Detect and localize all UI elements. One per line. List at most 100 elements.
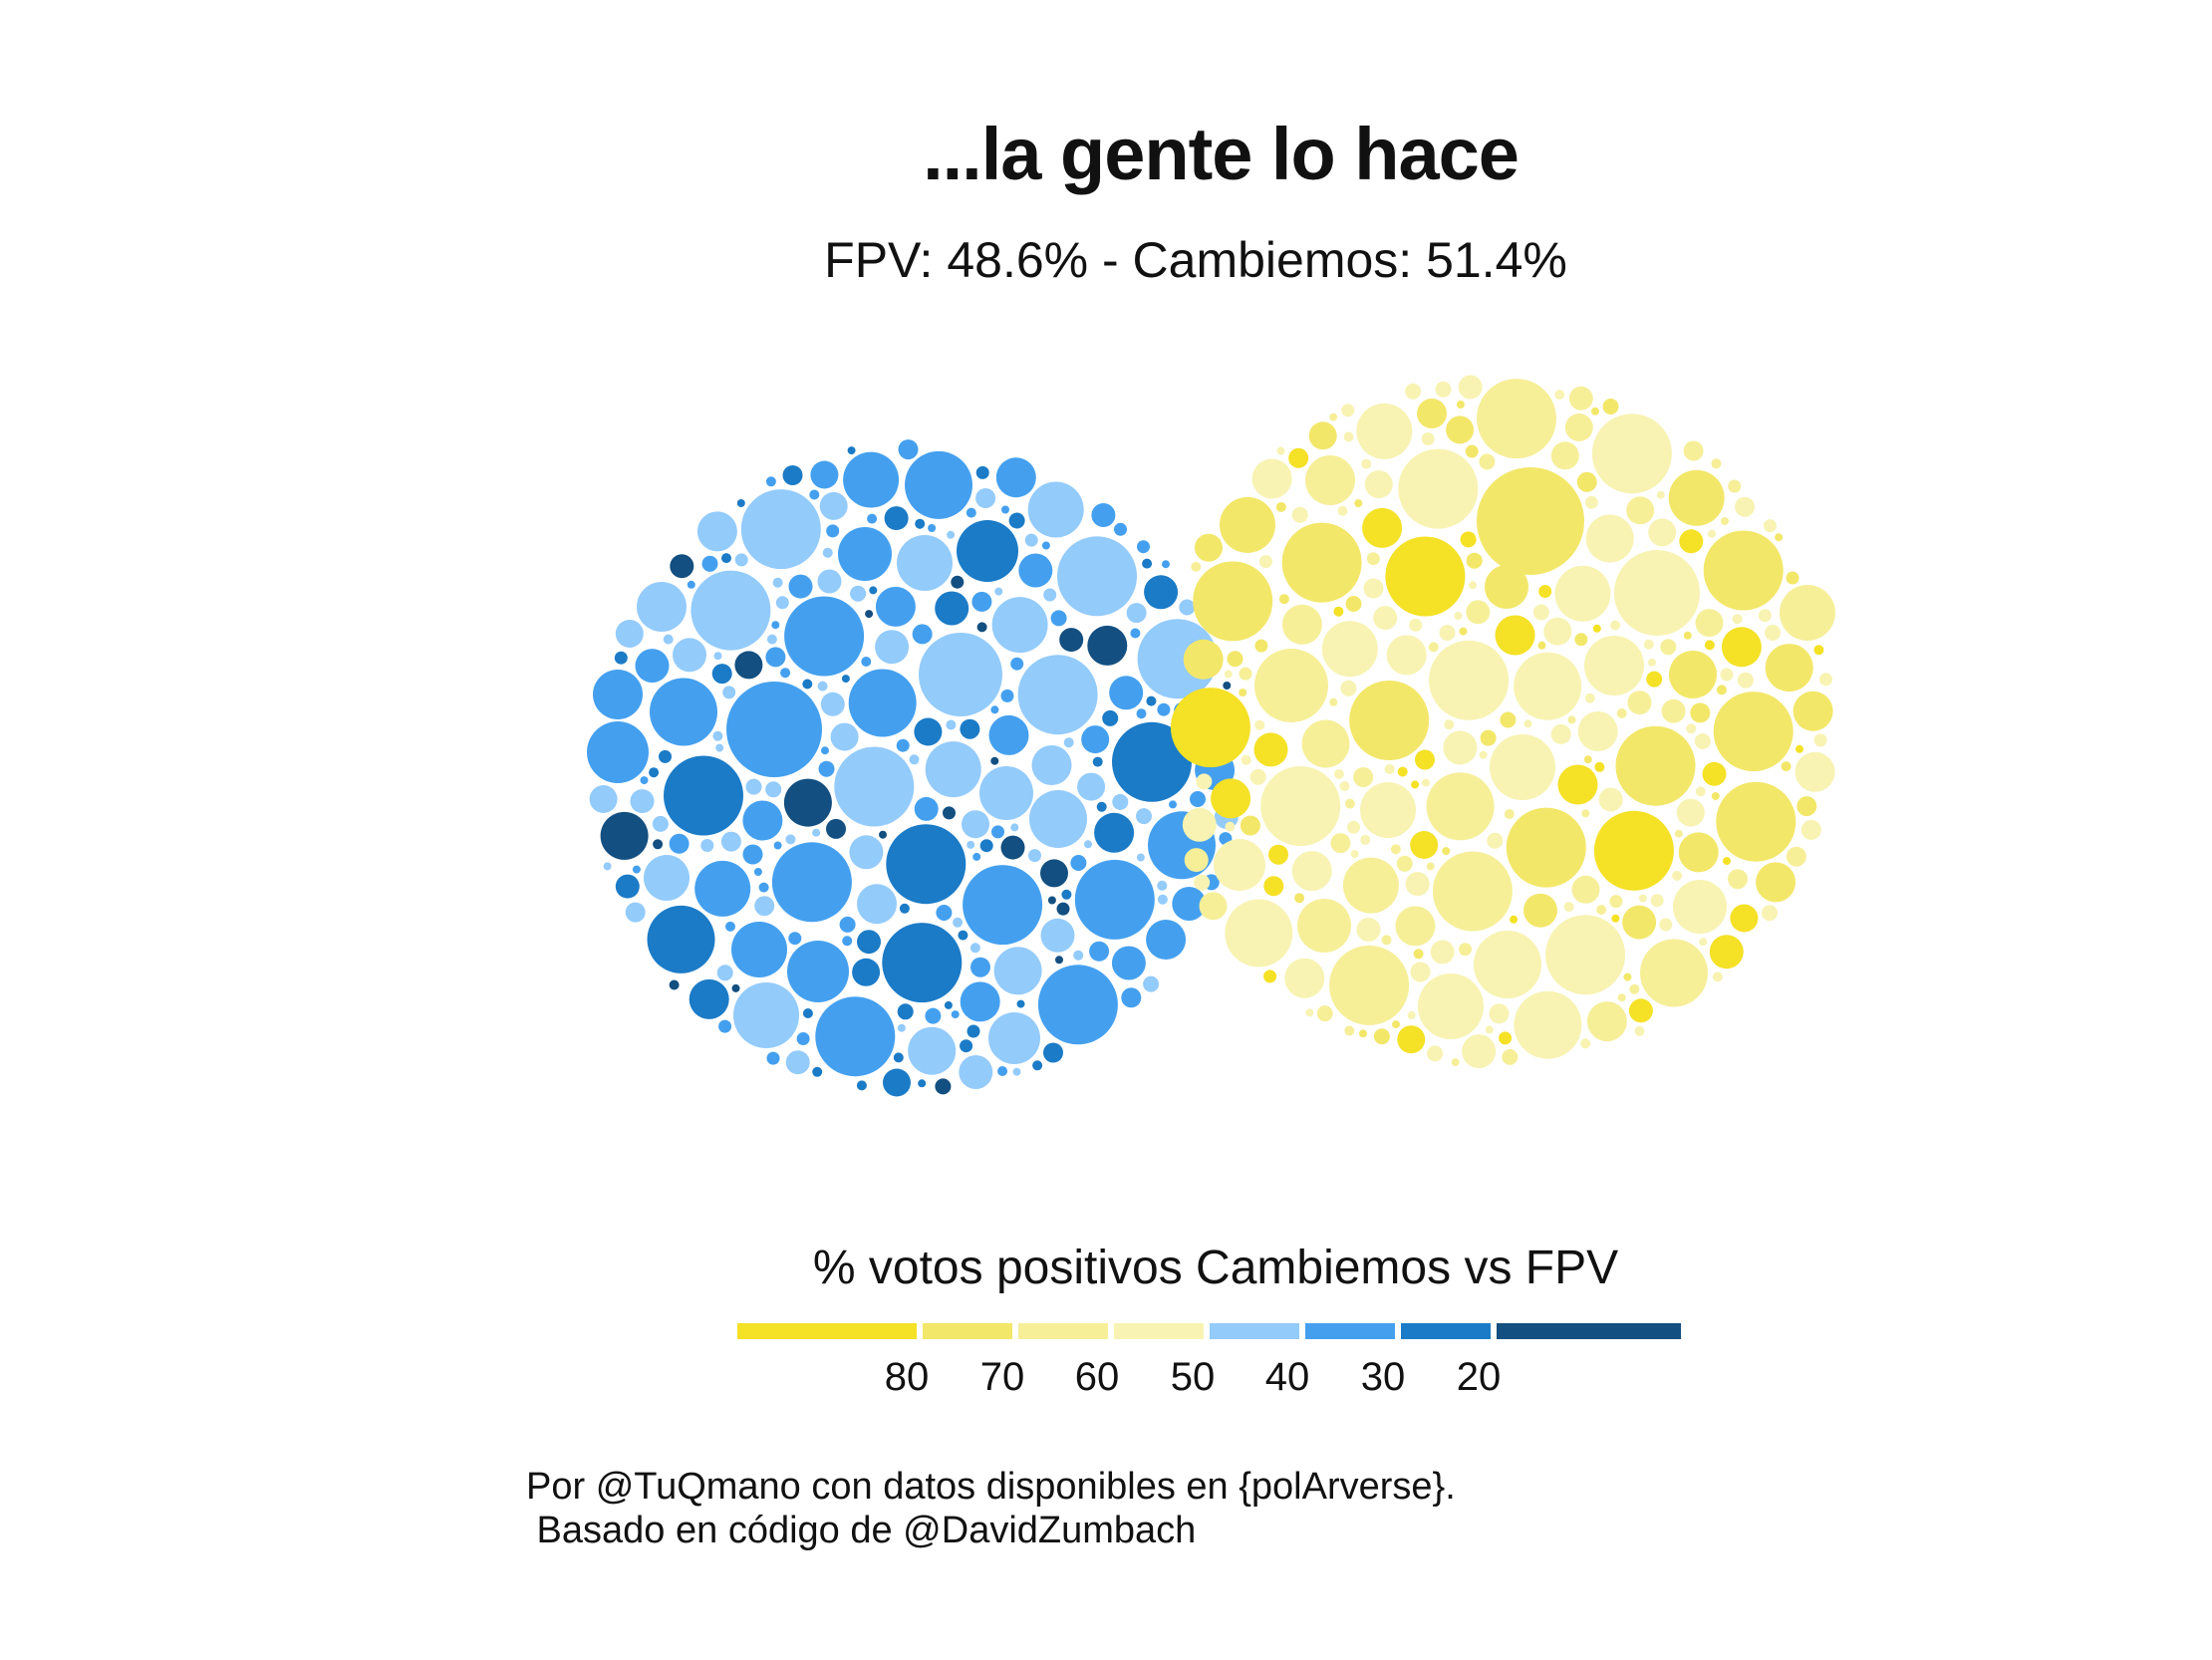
data-circle bbox=[1460, 531, 1477, 548]
data-circle bbox=[1428, 642, 1439, 653]
data-circle bbox=[1514, 990, 1582, 1059]
data-circle bbox=[1179, 599, 1196, 616]
data-circle bbox=[1112, 793, 1129, 810]
data-circle bbox=[1241, 754, 1251, 765]
data-circle bbox=[765, 781, 782, 798]
data-circle bbox=[1405, 872, 1430, 897]
data-circle bbox=[1695, 786, 1706, 797]
data-circle bbox=[1109, 676, 1144, 710]
data-circle bbox=[834, 746, 915, 827]
data-circle bbox=[1027, 481, 1084, 538]
data-circle bbox=[908, 1026, 957, 1075]
data-circle bbox=[912, 624, 933, 645]
data-circle bbox=[821, 746, 829, 755]
data-circle bbox=[947, 530, 956, 539]
data-circle bbox=[1786, 571, 1799, 585]
data-circle bbox=[1495, 615, 1535, 656]
data-circle bbox=[635, 649, 670, 684]
data-circle bbox=[1502, 1048, 1519, 1065]
data-circle bbox=[1249, 768, 1266, 785]
data-circle bbox=[915, 518, 926, 529]
data-circle bbox=[1703, 530, 1784, 611]
data-circle bbox=[969, 943, 980, 954]
data-circle bbox=[1373, 1028, 1390, 1045]
data-circle bbox=[1356, 918, 1381, 942]
data-circle bbox=[1364, 470, 1393, 499]
data-circle bbox=[1081, 725, 1110, 754]
data-circle bbox=[1089, 941, 1110, 962]
data-circle bbox=[943, 806, 956, 820]
data-circle bbox=[1077, 772, 1106, 801]
data-circle bbox=[1629, 983, 1640, 994]
data-circle bbox=[898, 439, 919, 460]
data-circle bbox=[875, 630, 910, 665]
data-circle bbox=[994, 587, 1003, 596]
data-circle bbox=[861, 657, 872, 667]
data-circle bbox=[953, 917, 964, 928]
data-circle bbox=[1353, 767, 1374, 787]
data-circle bbox=[975, 465, 989, 479]
legend-color-bar bbox=[737, 1323, 1687, 1339]
data-circle bbox=[1407, 1010, 1416, 1019]
data-circle bbox=[1373, 606, 1398, 631]
data-circle bbox=[1111, 946, 1146, 980]
data-circle bbox=[1676, 798, 1705, 827]
data-circle bbox=[1466, 552, 1483, 569]
data-circle bbox=[766, 634, 777, 645]
legend-tick-label: 60 bbox=[1074, 1355, 1120, 1399]
data-circle bbox=[1157, 880, 1168, 891]
data-circle bbox=[1084, 840, 1092, 849]
data-circle bbox=[971, 591, 992, 612]
data-circle bbox=[1583, 755, 1592, 764]
data-circle bbox=[1661, 698, 1686, 723]
data-circle bbox=[1276, 446, 1285, 455]
data-circle bbox=[1462, 1034, 1497, 1069]
data-circle bbox=[1708, 529, 1716, 538]
data-circle bbox=[1199, 892, 1228, 921]
data-circle bbox=[1780, 585, 1835, 641]
data-circle bbox=[1112, 721, 1192, 802]
cluster-fpv bbox=[587, 439, 1239, 1097]
data-circle bbox=[1037, 965, 1118, 1045]
data-circle bbox=[691, 570, 771, 651]
data-circle bbox=[1102, 709, 1119, 726]
legend-swatch bbox=[923, 1323, 1012, 1339]
data-circle bbox=[632, 865, 641, 874]
data-circle bbox=[856, 1080, 867, 1091]
data-circle bbox=[979, 839, 993, 853]
data-circle bbox=[1291, 506, 1308, 523]
data-circle bbox=[914, 717, 943, 746]
data-circle bbox=[1224, 670, 1233, 679]
data-circle bbox=[1268, 844, 1288, 865]
data-circle bbox=[1571, 875, 1600, 904]
data-circle bbox=[1694, 733, 1711, 749]
data-circle bbox=[742, 844, 763, 865]
data-circle bbox=[852, 958, 881, 986]
data-circle bbox=[771, 621, 780, 630]
data-circle bbox=[1340, 680, 1357, 696]
data-circle bbox=[1568, 386, 1593, 411]
data-circle bbox=[1361, 458, 1372, 469]
data-circle bbox=[960, 1039, 973, 1053]
data-circle bbox=[1281, 604, 1322, 645]
data-circle bbox=[1485, 1025, 1494, 1034]
data-circle bbox=[670, 554, 694, 579]
data-circle bbox=[826, 818, 846, 839]
data-circle bbox=[1074, 859, 1155, 940]
data-circle bbox=[615, 620, 644, 648]
data-circle bbox=[1435, 381, 1452, 398]
data-circle bbox=[1609, 895, 1623, 909]
cluster-cambiemos bbox=[1170, 375, 1835, 1069]
data-circle bbox=[1640, 939, 1708, 1007]
data-circle bbox=[1762, 905, 1778, 922]
data-circle bbox=[1240, 815, 1260, 836]
data-circle bbox=[1032, 1060, 1043, 1071]
data-circle bbox=[766, 1051, 780, 1065]
data-circle bbox=[1510, 915, 1519, 924]
data-circle bbox=[1646, 671, 1663, 688]
data-circle bbox=[1381, 935, 1392, 946]
data-circle bbox=[1500, 711, 1517, 728]
data-circle bbox=[1385, 536, 1466, 617]
data-circle bbox=[1056, 902, 1070, 916]
data-circle bbox=[857, 930, 881, 955]
